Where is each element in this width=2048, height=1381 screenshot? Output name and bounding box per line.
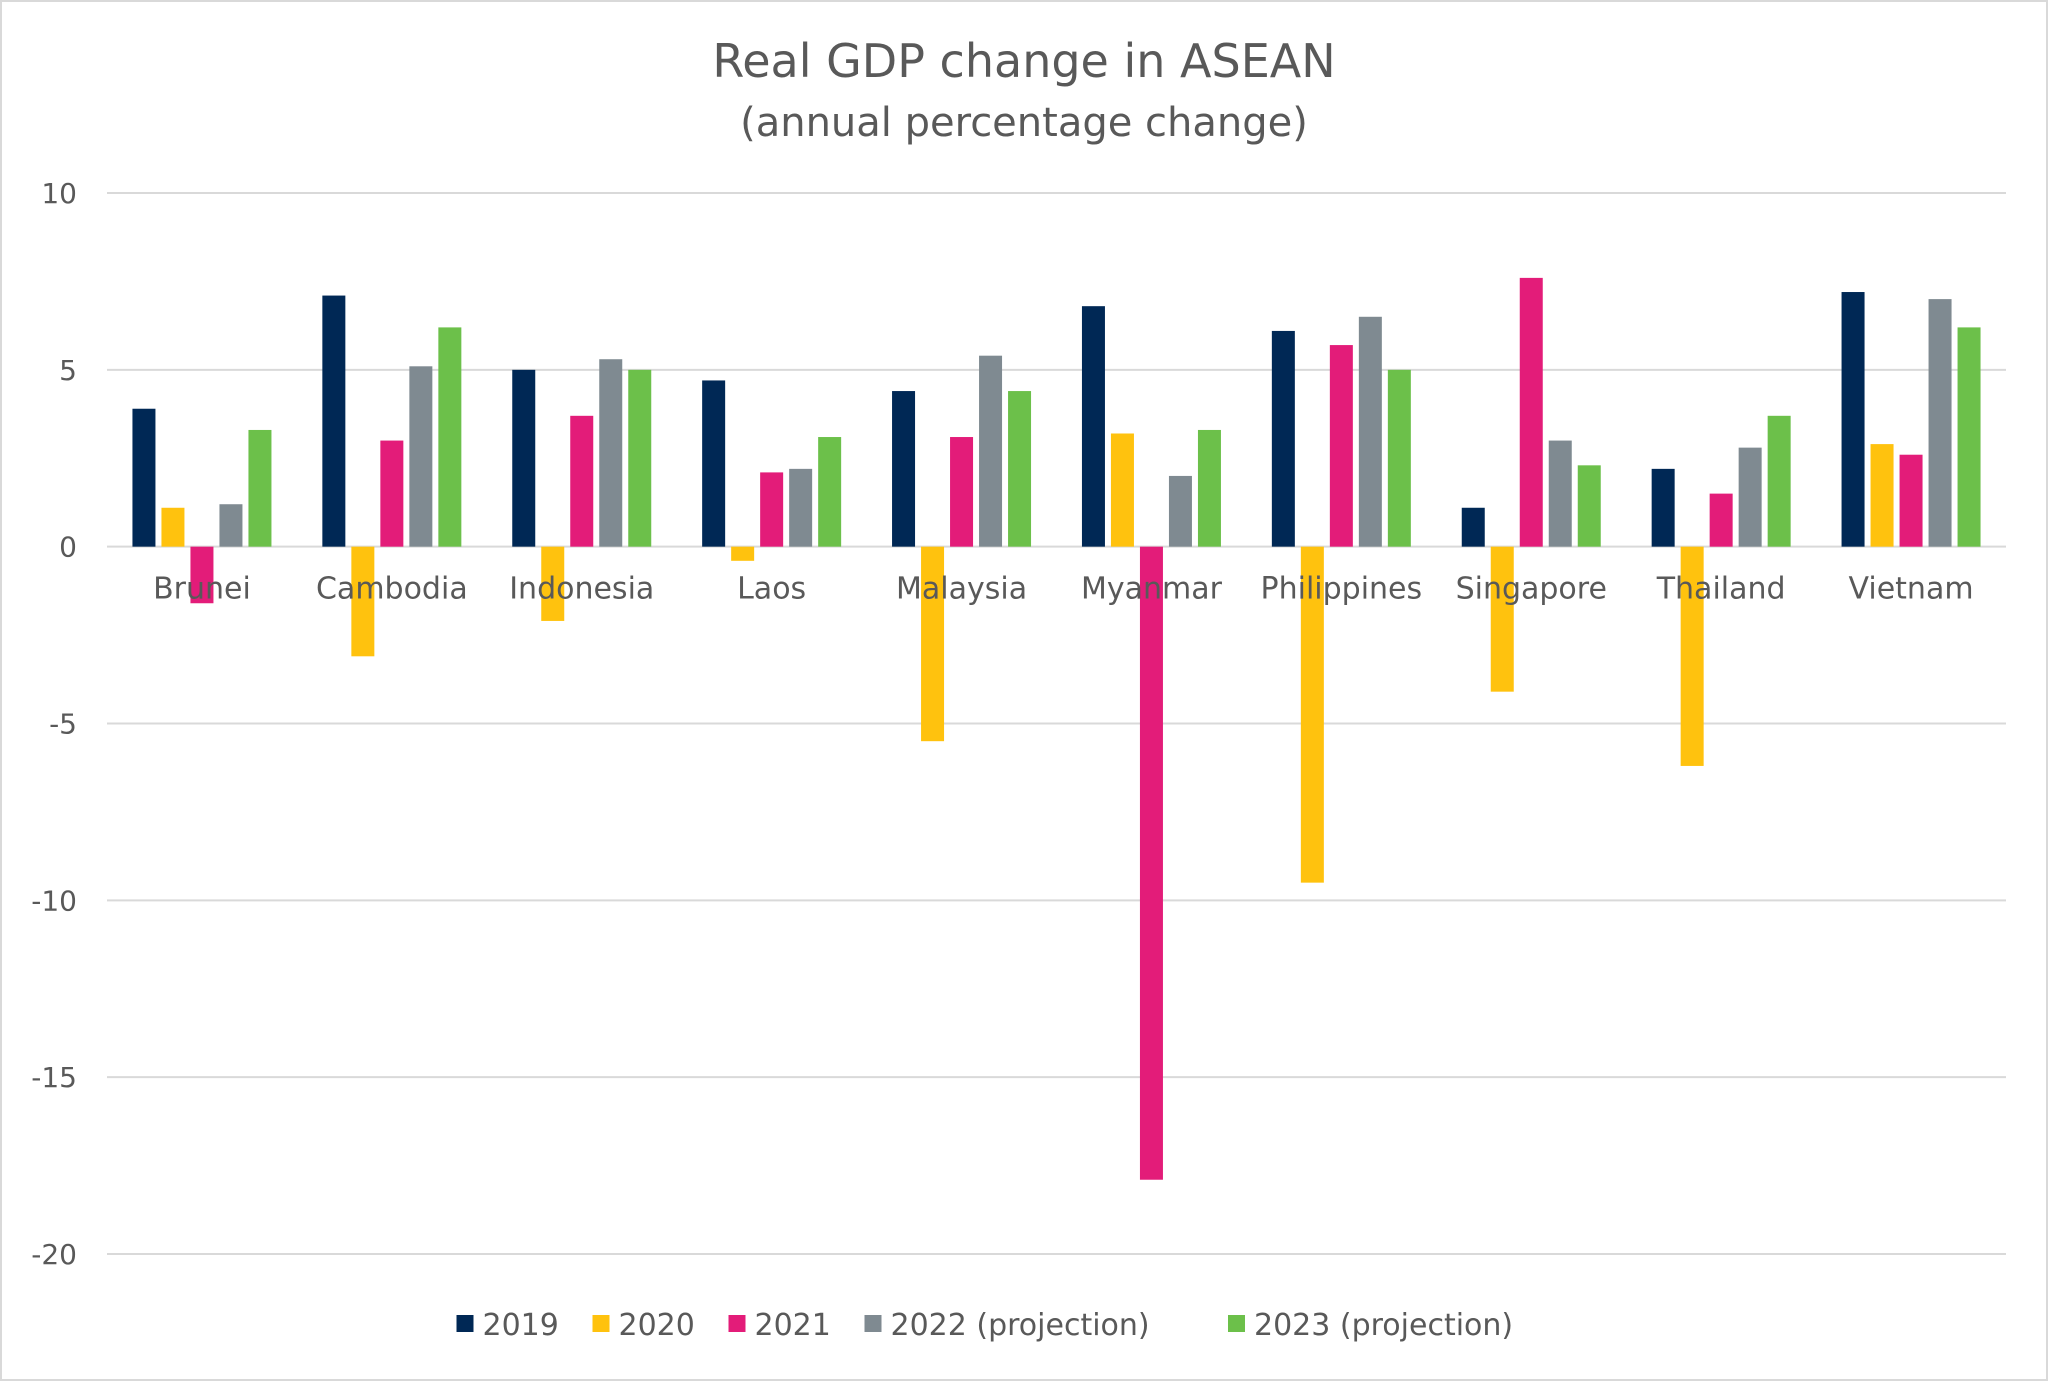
bar-thailand-2022 [1738,447,1762,547]
bar-singapore-2023 [1577,465,1601,547]
bar-brunei-2019 [132,408,156,547]
bar-thailand-2023 [1767,415,1791,547]
x-tick-label: Vietnam [1849,572,1974,607]
legend-swatch [864,1315,882,1332]
legend-item: 2022 (projection) [864,1308,1150,1343]
bar-myanmar-2019 [1081,306,1105,547]
bar-indonesia-2022 [599,359,623,547]
legend-label: 2020 [619,1308,695,1343]
bar-thailand-2019 [1651,468,1675,547]
bar-thailand-2021 [1709,493,1733,547]
bar-cambodia-2020 [351,546,375,657]
legend-item: 2023 (projection) [1228,1308,1513,1343]
bar-indonesia-2020 [541,546,565,621]
bar-brunei-2021 [190,546,214,604]
bar-brunei-2022 [219,504,243,547]
x-tick-label: Laos [737,572,806,607]
bar-vietnam-2019 [1841,292,1865,547]
legend-label: 2021 [755,1308,831,1343]
legend-label: 2022 (projection) [891,1308,1150,1343]
x-tick-label: Singapore [1456,572,1607,607]
bar-myanmar-2023 [1197,429,1221,547]
bar-philippines-2021 [1329,345,1353,547]
bar-laos-2021 [760,472,784,547]
bar-singapore-2019 [1461,507,1485,547]
bar-singapore-2020 [1490,546,1514,692]
bar-malaysia-2022 [979,355,1003,547]
y-tick-label: -15 [31,1061,77,1094]
legend-swatch [728,1315,746,1332]
x-tick-label: Cambodia [316,572,468,607]
bar-vietnam-2020 [1870,444,1894,547]
bar-indonesia-2019 [512,369,536,547]
bar-philippines-2023 [1387,369,1411,547]
bar-thailand-2020 [1680,546,1704,766]
y-tick-label: 0 [59,531,77,564]
legend-item: 2019 [456,1308,559,1343]
bar-indonesia-2021 [570,415,594,547]
bar-vietnam-2021 [1899,454,1923,547]
x-tick-label: Indonesia [509,572,654,607]
bar-vietnam-2023 [1957,327,1981,547]
bar-cambodia-2022 [409,366,433,547]
y-tick-label: -20 [31,1238,77,1271]
bar-laos-2019 [702,380,726,547]
bar-cambodia-2019 [322,295,346,547]
chart-title: Real GDP change in ASEAN [712,34,1335,88]
bar-myanmar-2020 [1110,433,1134,547]
bar-indonesia-2023 [628,369,652,547]
legend-item: 2020 [592,1308,695,1343]
x-tick-label: Philippines [1261,572,1423,607]
legend-swatch [592,1315,610,1332]
y-tick-label: -5 [49,708,77,741]
legend-swatch [1228,1315,1245,1332]
bar-philippines-2020 [1300,546,1324,883]
x-tick-label: Myanmar [1081,572,1223,607]
x-tick-label: Malaysia [896,572,1027,607]
y-tick-label: 10 [41,177,77,210]
bar-laos-2020 [731,546,755,561]
bar-malaysia-2019 [892,391,916,547]
bar-singapore-2022 [1548,440,1572,547]
x-tick-label: Thailand [1656,572,1786,607]
legend-item: 2021 [728,1308,831,1343]
bar-singapore-2021 [1519,277,1543,547]
bar-vietnam-2022 [1928,299,1952,547]
bar-malaysia-2020 [921,546,945,742]
y-tick-label: 5 [59,354,77,387]
legend-label: 2019 [483,1308,559,1343]
x-tick-label: Brunei [153,572,251,607]
bar-myanmar-2022 [1168,475,1192,547]
bar-laos-2023 [818,437,842,547]
bar-cambodia-2021 [380,440,404,547]
bar-brunei-2023 [248,429,272,547]
bar-philippines-2019 [1271,330,1295,547]
legend-label: 2023 (projection) [1254,1308,1513,1343]
bar-philippines-2022 [1358,316,1382,547]
bar-cambodia-2023 [438,327,462,547]
bar-brunei-2020 [161,507,185,547]
bar-malaysia-2023 [1008,391,1032,547]
legend-swatch [456,1315,474,1332]
y-tick-label: -10 [31,884,77,917]
bar-malaysia-2021 [950,437,974,547]
chart-subtitle: (annual percentage change) [740,100,1308,146]
bar-laos-2022 [789,468,813,547]
bar-myanmar-2021 [1139,546,1163,1180]
